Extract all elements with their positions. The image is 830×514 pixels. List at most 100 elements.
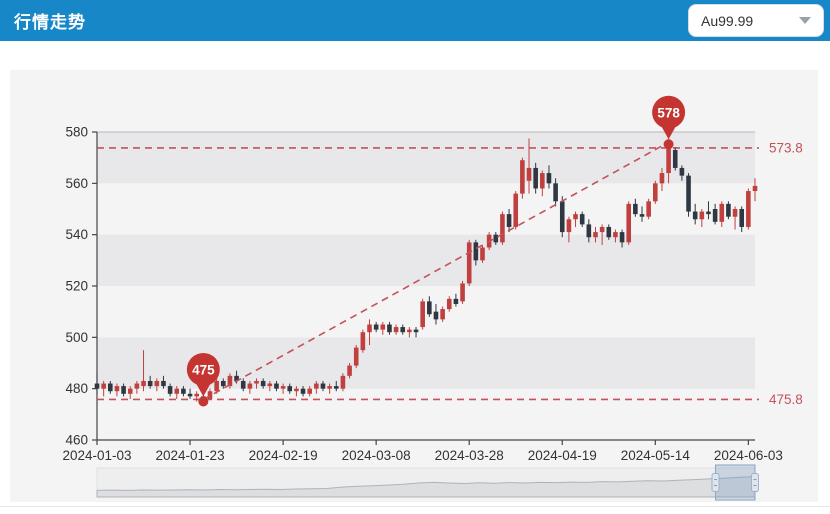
candle	[653, 183, 658, 202]
navigator-handle-right[interactable]	[751, 473, 759, 492]
candle	[686, 175, 691, 212]
candle	[333, 386, 339, 389]
candle	[260, 380, 266, 387]
candle	[347, 365, 352, 376]
page-divider	[0, 506, 830, 507]
candle	[340, 375, 346, 389]
y-tick-label: 500	[65, 330, 88, 345]
annotation-value-label: 475.8	[769, 392, 803, 407]
candle	[613, 232, 618, 238]
candle	[280, 386, 286, 389]
candle	[466, 242, 472, 284]
candle	[154, 380, 160, 387]
candle	[121, 386, 126, 394]
candle	[240, 380, 246, 389]
x-tick-label: 2024-05-14	[621, 448, 691, 463]
candle	[220, 380, 226, 387]
candle	[207, 391, 213, 399]
candle	[593, 232, 598, 238]
candle	[287, 386, 293, 392]
x-tick-label: 2024-06-03	[714, 448, 783, 463]
bands	[97, 132, 755, 389]
candle	[546, 173, 552, 184]
candle	[626, 203, 632, 243]
x-tick-label: 2024-03-28	[435, 448, 504, 463]
candle	[187, 393, 193, 397]
candle	[380, 324, 386, 330]
candle	[107, 383, 113, 392]
candle	[732, 209, 738, 217]
candle	[300, 388, 306, 394]
candle	[606, 226, 612, 238]
candle	[247, 383, 253, 389]
y-tick-label: 540	[65, 227, 88, 242]
candle	[161, 380, 166, 387]
candle	[500, 214, 505, 243]
y-axis-labels: 460 480 500 520 540 560 580	[65, 125, 97, 448]
candle	[506, 214, 512, 227]
y-tick-label: 560	[65, 176, 88, 191]
navigator-selection[interactable]	[715, 464, 756, 501]
candle	[639, 214, 645, 217]
candle	[446, 298, 452, 310]
low-pin-label: 475	[192, 362, 215, 377]
candle	[706, 211, 711, 215]
candle	[214, 380, 219, 392]
y-tick-label: 480	[65, 381, 88, 396]
candle	[692, 211, 698, 220]
candle	[646, 201, 651, 217]
candle	[659, 173, 665, 184]
candle	[480, 247, 485, 261]
candle	[101, 383, 106, 389]
candle	[533, 167, 538, 189]
instrument-dropdown[interactable]: Au99.99	[688, 4, 824, 37]
navigator-handle-left[interactable]	[711, 473, 720, 492]
candle	[274, 383, 279, 389]
candle	[453, 298, 459, 304]
candle	[599, 226, 605, 233]
candle	[699, 211, 705, 220]
y-tick-label: 580	[65, 125, 88, 140]
candle	[460, 283, 465, 302]
candle	[174, 388, 180, 394]
x-tick-label: 2024-01-23	[156, 448, 225, 463]
instrument-dropdown-value: Au99.99	[701, 12, 754, 29]
high-pin: 578	[652, 95, 686, 150]
candle	[473, 242, 479, 261]
candle	[407, 329, 412, 333]
page-title: 行情走势	[14, 13, 86, 32]
candle	[559, 201, 565, 233]
candle	[413, 329, 419, 333]
candle	[387, 324, 392, 333]
candle	[194, 393, 199, 397]
high-pin-label: 578	[657, 105, 680, 120]
candle	[367, 324, 372, 333]
candle	[147, 380, 153, 387]
candle	[353, 347, 359, 366]
candle	[167, 386, 173, 394]
candle	[440, 309, 445, 320]
candle	[540, 173, 545, 189]
candle	[420, 301, 425, 328]
candle	[320, 383, 326, 389]
candle	[227, 375, 233, 387]
header: 行情走势 Au99.99	[0, 0, 830, 41]
candle	[553, 183, 558, 202]
navigator-area	[96, 476, 756, 498]
candle	[427, 301, 432, 315]
navigator[interactable]	[96, 464, 759, 501]
candle	[114, 386, 120, 392]
candle	[746, 191, 751, 227]
candle	[134, 383, 140, 389]
candle	[739, 209, 745, 227]
y-tick-label: 520	[65, 279, 88, 294]
chart-panel: 460 480 500 520 540 560 580 2024-01-03 2024-01-2…	[10, 70, 818, 502]
annotation-value-label: 573.8	[769, 140, 803, 155]
candle	[579, 214, 585, 225]
candles	[94, 137, 758, 402]
candle	[526, 167, 532, 181]
candle	[267, 383, 273, 387]
candle	[94, 383, 100, 389]
candle	[314, 383, 319, 389]
candle	[520, 160, 525, 194]
